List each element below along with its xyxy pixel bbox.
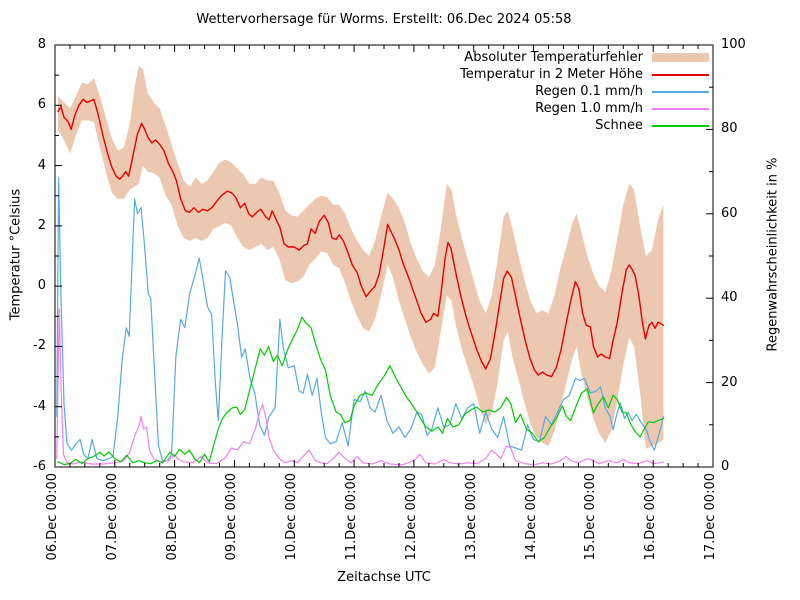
y-right-tick-label: 60 (721, 205, 738, 221)
x-tick-label: 10.Dec 00:00 (284, 473, 300, 561)
y-left-tick-label: 2 (37, 217, 46, 233)
x-tick-label: 17.Dec 00:00 (703, 473, 718, 561)
x-tick-label: 09.Dec 00:00 (224, 473, 240, 561)
y-right-tick-label: 80 (721, 121, 738, 137)
y-left-tick-label: -4 (33, 398, 46, 414)
legend-band-swatch (652, 53, 709, 62)
line-regen-1-0-mm-h (56, 308, 664, 466)
y-right-tick-label: 40 (721, 290, 738, 306)
y-left-tick-label: -6 (33, 459, 46, 474)
band-temperature-error (58, 66, 664, 449)
x-tick-label: 15.Dec 00:00 (583, 473, 599, 561)
y-axis-label-left: Temperatur °Celsius (8, 188, 24, 321)
y-left-tick-label: 8 (37, 37, 46, 52)
legend: Absoluter Temperaturfehler Temperatur in … (460, 49, 709, 134)
tick-marks (54, 44, 714, 468)
x-tick-label: 13.Dec 00:00 (463, 473, 479, 561)
legend-label: Regen 1.0 mm/h (535, 101, 643, 116)
y-left-tick-label: 0 (37, 278, 46, 294)
x-tick-label: 14.Dec 00:00 (523, 473, 539, 561)
y-right-tick-label: 0 (721, 459, 730, 474)
chart-title: Wettervorhersage für Worms. Erstellt: 06… (196, 12, 572, 27)
legend-label: Regen 0.1 mm/h (535, 84, 643, 99)
legend-label: Temperatur in 2 Meter Höhe (460, 67, 643, 82)
x-tick-label: 11.Dec 00:00 (344, 473, 360, 561)
legend-entry: Regen 1.0 mm/h (460, 100, 709, 117)
y-left-tick-label: -2 (33, 338, 46, 354)
line-regen-0-1-mm-h (56, 177, 664, 462)
x-tick-label: 07.Dec 00:00 (104, 473, 120, 561)
legend-entry: Schnee (460, 117, 709, 134)
series-layer (56, 66, 665, 466)
y-right-tick-label: 20 (721, 374, 738, 390)
y-left-tick-label: 6 (37, 97, 46, 113)
legend-label: Schnee (595, 118, 643, 133)
legend-line-swatch (652, 107, 709, 110)
x-axis-label: Zeitachse UTC (337, 570, 431, 585)
legend-entry: Absoluter Temperaturfehler (460, 49, 709, 66)
x-tick-label: 08.Dec 00:00 (164, 473, 180, 561)
y-right-tick-label: 100 (721, 37, 746, 52)
x-tick-label: 06.Dec 00:00 (45, 473, 60, 561)
line-schnee (57, 316, 664, 466)
legend-entry: Regen 0.1 mm/h (460, 83, 709, 100)
legend-entry: Temperatur in 2 Meter Höhe (460, 66, 709, 83)
y-left-tick-label: 4 (37, 157, 46, 173)
legend-line-swatch (652, 90, 709, 93)
x-tick-label: 12.Dec 00:00 (403, 473, 419, 561)
y-axis-label-right: Regenwahrscheinlichkeit in % (765, 157, 781, 352)
x-tick-label: 16.Dec 00:00 (643, 473, 659, 561)
legend-line-swatch (652, 124, 709, 127)
legend-label: Absoluter Temperaturfehler (464, 50, 643, 65)
line-temperatur-in-2-meter-h-he (57, 98, 665, 378)
legend-line-swatch (652, 73, 709, 76)
